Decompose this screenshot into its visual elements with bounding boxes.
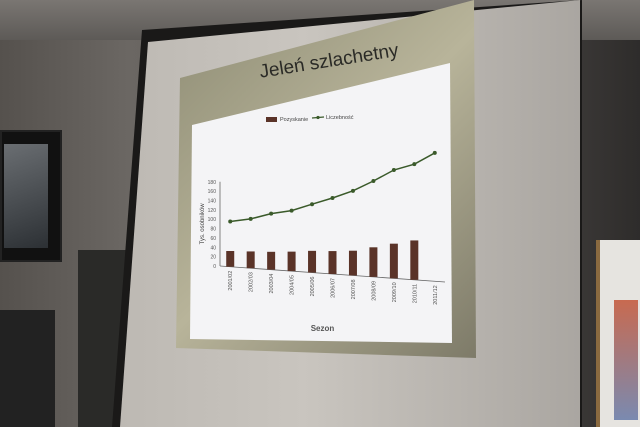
bar: [226, 251, 235, 267]
y-tick-label: 120: [208, 208, 217, 214]
bar: [267, 251, 276, 270]
line-series: [230, 152, 436, 223]
y-tick-label: 0: [213, 264, 216, 270]
legend-swatch-bars: [266, 117, 277, 122]
line-point: [269, 211, 274, 216]
y-tick-label: 180: [208, 180, 217, 186]
chart: 0 20 40 60 80 100 120 140 160 180 Tys. osobników Se…: [200, 115, 446, 333]
line-point: [310, 202, 315, 207]
bar: [410, 240, 419, 280]
line-point: [412, 162, 417, 167]
x-tick-label: 2001/02: [228, 271, 234, 291]
bar: [369, 247, 378, 277]
bar: [389, 243, 398, 279]
y-tick-label: 40: [210, 245, 216, 251]
x-tick-label: 2005/06: [310, 277, 316, 297]
y-tick-label: 60: [210, 236, 216, 242]
x-tick-label: 2002/03: [249, 272, 255, 292]
bar: [287, 251, 296, 272]
y-axis-label: Tys. osobników: [200, 203, 206, 245]
x-axis-label: Sezon: [311, 324, 335, 333]
x-tick-label: 2007/08: [351, 279, 357, 299]
y-tick-label: 160: [208, 189, 217, 195]
x-tick-label: 2003/04: [269, 274, 275, 294]
y-tick-label: 140: [208, 198, 217, 204]
x-tick-label: 2011/12: [433, 285, 439, 304]
x-tick-label: 2010/11: [412, 284, 418, 303]
line-point: [330, 195, 335, 200]
legend-label: Pozyskanie: [280, 117, 308, 123]
bar: [246, 251, 255, 269]
line-point: [432, 150, 437, 155]
legend-marker: [316, 115, 320, 120]
y-tick-label: 80: [210, 227, 216, 233]
y-tick-label: 20: [210, 255, 216, 261]
x-tick-label: 2008/09: [371, 281, 377, 301]
line-point: [391, 168, 396, 173]
bar: [328, 251, 337, 274]
line-point: [228, 219, 233, 224]
bar: [348, 250, 357, 276]
bar: [308, 250, 317, 273]
x-tick-label: 2006/07: [331, 278, 337, 298]
line-point: [289, 208, 294, 213]
x-tick-label: 2004/05: [290, 275, 296, 295]
y-tick-label: 100: [208, 217, 217, 223]
wall-monitor: [0, 130, 62, 262]
line-point: [350, 188, 355, 193]
poster-board: [596, 240, 640, 427]
x-tick-label: 2009/10: [392, 282, 398, 302]
line-point: [248, 216, 253, 221]
shelf: [0, 310, 55, 427]
line-point: [371, 178, 376, 183]
legend-label: Liczebność: [326, 115, 354, 121]
